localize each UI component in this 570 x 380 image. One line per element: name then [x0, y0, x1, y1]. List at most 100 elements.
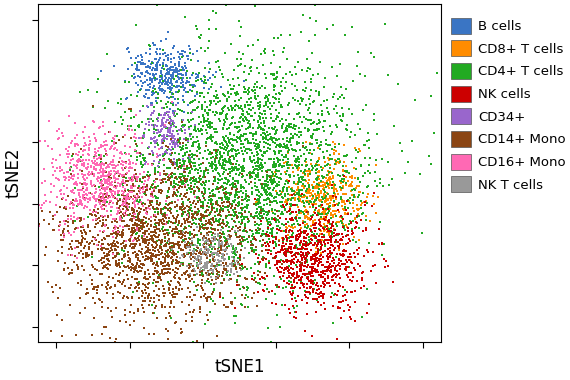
Point [316, 188, 325, 194]
Point [105, 170, 114, 176]
Point [127, 213, 136, 219]
Point [333, 232, 343, 238]
Point [148, 117, 157, 124]
Point [190, 122, 200, 128]
Point [270, 207, 279, 213]
Point [333, 288, 342, 294]
Point [228, 299, 237, 306]
Point [115, 251, 124, 257]
Point [139, 325, 148, 331]
Point [111, 245, 120, 252]
Point [100, 245, 109, 252]
Point [149, 130, 158, 136]
Point [188, 160, 197, 166]
Point [361, 227, 370, 233]
Point [77, 239, 86, 245]
Point [309, 218, 318, 224]
Point [272, 200, 282, 206]
Point [320, 198, 329, 204]
Point [304, 96, 314, 102]
Point [182, 74, 191, 81]
Point [150, 209, 160, 215]
Point [316, 190, 325, 196]
Point [206, 274, 215, 280]
Point [277, 204, 286, 210]
Point [298, 229, 307, 235]
Point [161, 258, 170, 264]
Point [113, 229, 123, 235]
Point [373, 131, 382, 137]
Point [177, 64, 186, 70]
Point [323, 273, 332, 279]
Point [163, 212, 172, 218]
Point [329, 181, 339, 187]
Point [152, 238, 161, 244]
Point [316, 259, 325, 265]
Point [320, 234, 329, 240]
Point [75, 167, 84, 173]
Point [149, 250, 158, 256]
Point [153, 268, 162, 274]
Point [193, 199, 202, 205]
Point [212, 274, 221, 280]
Point [112, 200, 121, 206]
Point [426, 93, 435, 99]
Point [64, 223, 73, 229]
Point [171, 173, 180, 179]
Point [256, 194, 265, 200]
Point [249, 170, 258, 176]
Point [225, 190, 234, 196]
Point [46, 190, 55, 196]
Point [350, 318, 359, 324]
Point [316, 241, 325, 247]
Point [111, 253, 120, 260]
Point [119, 243, 128, 249]
Point [291, 245, 300, 251]
Point [339, 234, 348, 241]
Point [323, 206, 332, 212]
Point [280, 191, 289, 197]
Point [260, 138, 269, 144]
Point [100, 162, 109, 168]
Point [131, 66, 140, 72]
Point [144, 119, 153, 125]
Point [261, 180, 270, 187]
Point [120, 189, 129, 195]
Point [329, 214, 338, 220]
Point [162, 230, 172, 236]
Point [68, 267, 77, 273]
Point [261, 92, 270, 98]
Point [141, 121, 150, 127]
Point [221, 159, 230, 165]
Point [307, 264, 316, 270]
Point [230, 90, 239, 97]
Point [270, 71, 279, 78]
Point [164, 29, 173, 35]
Point [262, 196, 271, 203]
Point [351, 239, 360, 245]
Point [154, 111, 164, 117]
Point [372, 157, 381, 163]
Point [343, 205, 352, 211]
Point [79, 193, 88, 199]
Point [189, 142, 198, 148]
Point [236, 115, 245, 121]
Point [142, 211, 151, 217]
Point [164, 54, 173, 60]
Point [294, 165, 303, 171]
Point [154, 272, 164, 279]
Point [104, 178, 113, 184]
Point [296, 264, 306, 270]
Point [149, 71, 158, 77]
Point [300, 79, 309, 86]
Point [191, 247, 200, 253]
Point [336, 159, 345, 165]
Point [280, 246, 290, 252]
Point [283, 248, 292, 254]
Point [356, 71, 365, 77]
Point [295, 231, 304, 237]
Point [304, 216, 313, 222]
Point [172, 203, 181, 209]
Point [326, 294, 335, 300]
Point [324, 265, 333, 271]
